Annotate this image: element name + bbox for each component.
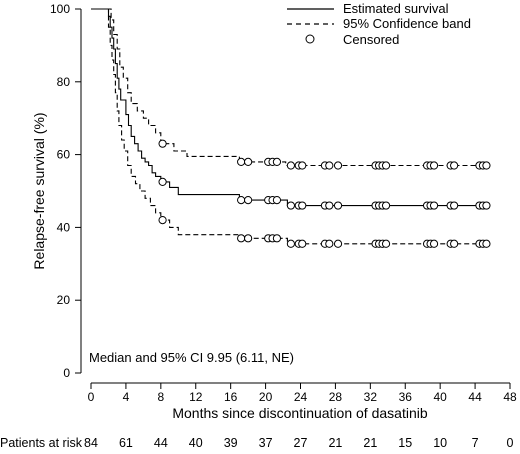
risk-count: 39 [224,436,238,449]
censored-marker [286,201,295,210]
y-axis-ticks: 0 20 40 60 80 100 [50,2,81,380]
censored-marker [286,239,295,248]
risk-count: 0 [507,436,514,449]
risk-count: 44 [154,436,168,449]
median-annotation: Median and 95% CI 9.95 (6.11, NE) [89,350,294,365]
y-tick-label: 80 [57,75,71,89]
censored-marker [333,201,343,210]
censored-marker [325,161,334,170]
censored-marker [158,139,167,148]
censored-marker [237,196,246,205]
x-tick-label: 40 [433,390,447,404]
censored-marker [286,161,295,170]
y-tick-label: 60 [57,148,71,162]
upper-confidence-band-line [91,8,489,167]
risk-table-label: Patients at risk [0,436,83,449]
x-tick-label: 24 [294,390,308,404]
legend: Estimated survival 95% Confidence band C… [287,1,471,47]
censored-marker [450,239,459,248]
x-tick-label: 8 [157,390,164,404]
x-tick-label: 44 [468,390,482,404]
censored-marker [325,201,334,210]
censored-markers [158,139,491,248]
risk-count: 21 [328,436,342,449]
risk-count: 84 [84,436,98,449]
censored-marker [237,157,246,166]
censored-marker [158,177,167,186]
survival-curves [91,8,489,245]
y-tick-label: 100 [50,2,70,16]
risk-count: 37 [259,436,273,449]
censored-marker [244,196,253,205]
lower-confidence-band-line [91,8,489,245]
x-tick-label: 20 [259,390,273,404]
censored-marker [381,161,391,170]
x-tick-label: 4 [123,390,130,404]
risk-count: 7 [472,436,479,449]
y-tick-label: 20 [57,293,71,307]
legend-estimate-label: Estimated survival [343,1,449,16]
x-axis-ticks: 0 4 8 12 16 20 24 28 32 36 40 44 48 [88,383,517,404]
censored-marker [244,234,253,243]
censored-marker [158,216,167,225]
censored-marker [272,157,282,166]
risk-count: 61 [119,436,133,449]
censored-marker [482,201,491,210]
x-tick-label: 0 [88,390,95,404]
censored-marker [298,161,307,170]
x-tick-label: 16 [224,390,238,404]
censored-marker [429,239,439,248]
censored-marker [333,239,343,248]
risk-count: 40 [189,436,203,449]
censored-marker [237,234,246,243]
censored-marker [272,196,282,205]
estimated-survival-line [91,8,489,207]
y-axis-title: Relapse-free survival (%) [31,112,47,269]
legend-band-label: 95% Confidence band [343,16,471,31]
censored-marker [325,239,334,248]
censored-marker [244,157,253,166]
y-tick-label: 0 [63,366,70,380]
censored-marker [272,234,282,243]
x-tick-label: 36 [399,390,413,404]
x-tick-label: 32 [364,390,378,404]
censored-marker [450,161,459,170]
censored-marker [482,161,491,170]
legend-censored-label: Censored [343,32,399,47]
censored-marker [381,201,391,210]
y-tick-label: 40 [57,220,71,234]
legend-censored-icon [305,34,315,44]
censored-marker [333,161,343,170]
x-tick-label: 48 [503,390,517,404]
risk-count: 10 [433,436,447,449]
censored-marker [429,201,439,210]
risk-count: 27 [294,436,308,449]
censored-marker [450,201,459,210]
censored-marker [298,239,307,248]
risk-count: 21 [363,436,377,449]
x-tick-label: 12 [189,390,203,404]
risk-count: 15 [398,436,412,449]
risk-table-values: 84 61 44 40 39 37 27 21 21 15 10 7 0 [84,436,514,450]
censored-marker [429,161,439,170]
censored-marker [482,239,491,248]
x-tick-label: 28 [329,390,343,404]
censored-marker [381,239,391,248]
censored-marker [298,201,307,210]
x-axis-title: Months since discontinuation of dasatini… [172,405,427,421]
